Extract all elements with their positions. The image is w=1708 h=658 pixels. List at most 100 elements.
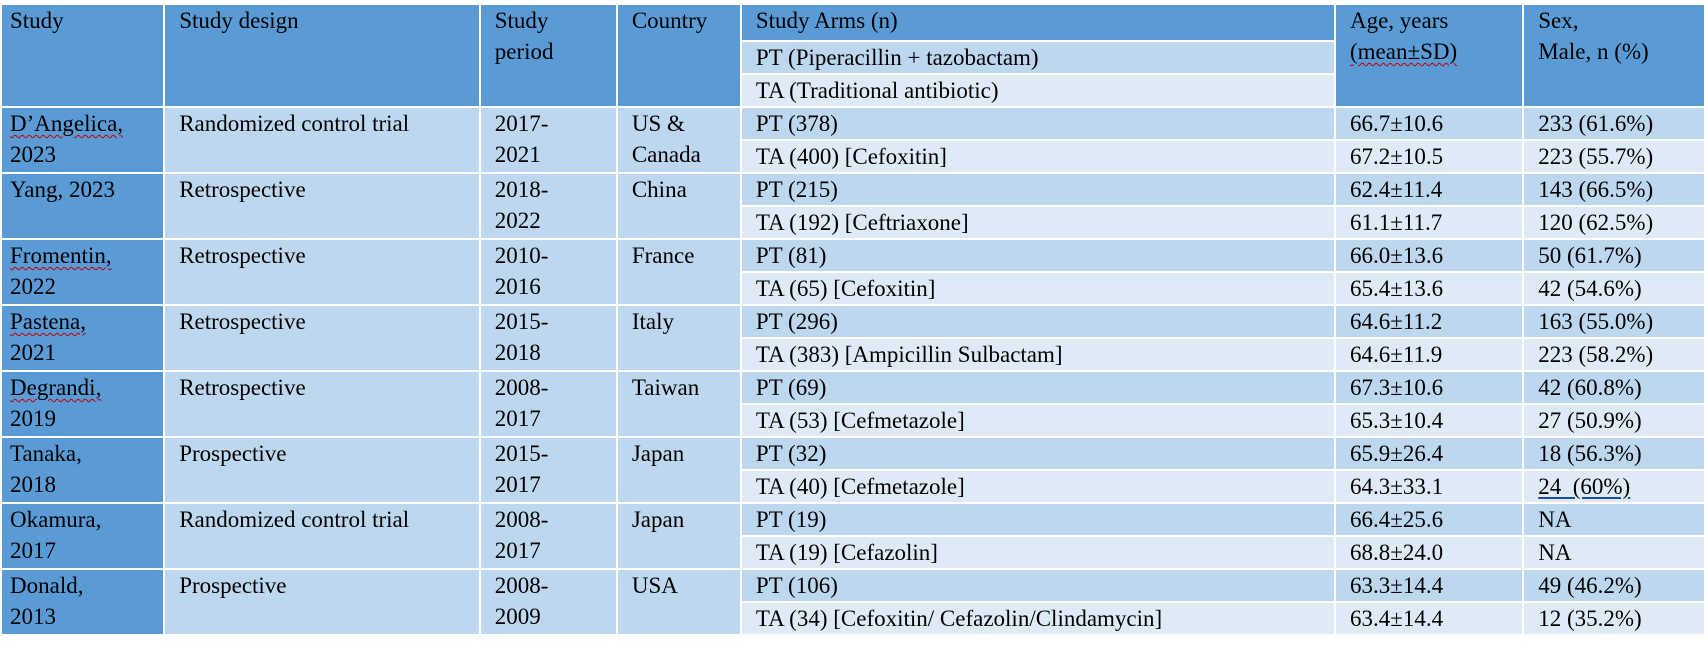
table-row: Yang, 2023 Retrospective 2018- 2022 China PT … xyxy=(0,172,1706,240)
cell-sex-pt: 163 (55.0%) xyxy=(1522,304,1706,339)
cell-arm-pt: PT (69) xyxy=(739,370,1336,405)
cell-arm-pt: PT (215) xyxy=(739,172,1336,207)
header-study-arms: Study Arms (n) xyxy=(739,3,1336,42)
table-container: Study Study design Study period Country S… xyxy=(0,3,1706,636)
cell-age-ta: 65.4±13.6 xyxy=(1333,271,1525,306)
cell-sex-pt: 143 (66.5%) xyxy=(1522,172,1706,207)
cell-age-ta: 67.2±10.5 xyxy=(1333,139,1525,174)
cell-study-design: Randomized control trial xyxy=(163,106,481,174)
table-row: Pastena, 2021 Retrospective 2015- 2018 Italy P… xyxy=(0,304,1706,372)
cell-study-period: 2010- 2016 xyxy=(478,238,618,306)
cell-arm-pt: PT (106) xyxy=(739,568,1336,603)
cell-arm-ta: TA (65) [Cefoxitin] xyxy=(739,271,1336,306)
cell-study-design: Retrospective xyxy=(163,238,481,306)
cell-country: US & Canada xyxy=(615,106,742,174)
cell-age-ta: 65.3±10.4 xyxy=(1333,403,1525,438)
table-body: D’Angelica, 2023 Randomized control trial 2… xyxy=(0,106,1706,636)
cell-study: Pastena, 2021 xyxy=(0,304,166,372)
cell-sex-ta: 24 (60%) xyxy=(1522,469,1706,504)
cell-study-period: 2008- 2017 xyxy=(478,370,618,438)
cell-arm-ta: TA (34) [Cefoxitin/ Cefazolin/Clindamyci… xyxy=(739,601,1336,636)
cell-arm-ta: TA (400) [Cefoxitin] xyxy=(739,139,1336,174)
cell-sex-pt: 42 (60.8%) xyxy=(1522,370,1706,405)
cell-study-design: Retrospective xyxy=(163,304,481,372)
cell-age-ta: 68.8±24.0 xyxy=(1333,535,1525,570)
cell-sex-ta: 223 (58.2%) xyxy=(1522,337,1706,372)
cell-sex-pt: 50 (61.7%) xyxy=(1522,238,1706,273)
header-study: Study xyxy=(0,3,166,108)
cell-country: France xyxy=(615,238,742,306)
header-sex: Sex, Male, n (%) xyxy=(1522,3,1706,108)
table-header: Study Study design Study period Country S… xyxy=(0,3,1706,108)
cell-study-period: 2015- 2017 xyxy=(478,436,618,504)
table-row: TA (53) [Cefmetazole] 65.3±10.4 27 (50.9%) xyxy=(1,403,1706,438)
cell-age-pt: 66.0±13.6 xyxy=(1333,238,1525,273)
cell-study: Degrandi, 2019 xyxy=(0,370,166,438)
cell-study-period: 2008- 2017 xyxy=(478,502,618,570)
cell-study-period: 2018- 2022 xyxy=(478,172,618,240)
header-arm-pt: PT (Piperacillin + tazobactam) xyxy=(739,40,1336,75)
cell-study: Tanaka, 2018 xyxy=(0,436,166,504)
header-study-design: Study design xyxy=(163,3,481,108)
cell-country: USA xyxy=(615,568,742,636)
cell-age-pt: 64.6±11.2 xyxy=(1333,304,1525,339)
cell-country: Japan xyxy=(615,436,742,504)
header-study-period: Study period xyxy=(478,3,618,108)
table-row: TA (400) [Cefoxitin] 67.2±10.5 223 (55.7%) xyxy=(1,139,1706,174)
cell-sex-ta: 12 (35.2%) xyxy=(1522,601,1706,636)
cell-arm-pt: PT (296) xyxy=(739,304,1336,339)
cell-arm-pt: PT (81) xyxy=(739,238,1336,273)
cell-age-pt: 66.7±10.6 xyxy=(1333,106,1525,141)
cell-study-period: 2008- 2009 xyxy=(478,568,618,636)
cell-arm-pt: PT (32) xyxy=(739,436,1336,471)
header-arm-ta: TA (Traditional antibiotic) xyxy=(739,73,1336,108)
cell-sex-pt: 18 (56.3%) xyxy=(1522,436,1706,471)
cell-study: Okamura, 2017 xyxy=(0,502,166,570)
cell-sex-pt: NA xyxy=(1522,502,1706,537)
cell-arm-ta: TA (53) [Cefmetazole] xyxy=(739,403,1336,438)
table-row: Degrandi, 2019 Retrospective 2008- 2017 Taiwa… xyxy=(0,370,1706,438)
study-characteristics-table: Study Study design Study period Country S… xyxy=(0,3,1706,636)
header-country: Country xyxy=(615,3,742,108)
table-row: D’Angelica, 2023 Randomized control trial 2… xyxy=(0,106,1706,174)
cell-country: Taiwan xyxy=(615,370,742,438)
cell-study: Fromentin, 2022 xyxy=(0,238,166,306)
table-row: Donald, 2013 Prospective 2008- 2009 USA PT (10… xyxy=(0,568,1706,636)
cell-age-pt: 66.4±25.6 xyxy=(1333,502,1525,537)
table-row: TA (65) [Cefoxitin] 65.4±13.6 42 (54.6%) xyxy=(1,271,1706,306)
table-row: TA (19) [Cefazolin] 68.8±24.0 NA xyxy=(1,535,1706,570)
cell-arm-pt: PT (378) xyxy=(739,106,1336,141)
cell-country: China xyxy=(615,172,742,240)
cell-sex-ta: 120 (62.5%) xyxy=(1522,205,1706,240)
cell-age-pt: 65.9±26.4 xyxy=(1333,436,1525,471)
table-row: TA (383) [Ampicillin Sulbactam] 64.6±11.9… xyxy=(1,337,1706,372)
cell-age-pt: 62.4±11.4 xyxy=(1333,172,1525,207)
cell-study-period: 2017- 2021 xyxy=(478,106,618,174)
cell-sex-ta: 223 (55.7%) xyxy=(1522,139,1706,174)
cell-country: Italy xyxy=(615,304,742,372)
cell-study-design: Prospective xyxy=(163,568,481,636)
table-row: TA (40) [Cefmetazole] 64.3±33.1 24 (60%) xyxy=(1,469,1706,504)
table-row: TA (34) [Cefoxitin/ Cefazolin/Clindamyci… xyxy=(1,601,1706,636)
cell-age-pt: 63.3±14.4 xyxy=(1333,568,1525,603)
cell-sex-ta: 42 (54.6%) xyxy=(1522,271,1706,306)
cell-study: Donald, 2013 xyxy=(0,568,166,636)
table-row: Fromentin, 2022 Retrospective 2010- 2016 Fran… xyxy=(0,238,1706,306)
header-age: Age, years (mean±SD) xyxy=(1333,3,1525,108)
cell-arm-ta: TA (40) [Cefmetazole] xyxy=(739,469,1336,504)
cell-study-design: Prospective xyxy=(163,436,481,504)
cell-study-design: Randomized control trial xyxy=(163,502,481,570)
cell-arm-pt: PT (19) xyxy=(739,502,1336,537)
cell-arm-ta: TA (383) [Ampicillin Sulbactam] xyxy=(739,337,1336,372)
cell-sex-pt: 233 (61.6%) xyxy=(1522,106,1706,141)
cell-sex-ta: 27 (50.9%) xyxy=(1522,403,1706,438)
cell-arm-ta: TA (19) [Cefazolin] xyxy=(739,535,1336,570)
table-row: TA (192) [Ceftriaxone] 61.1±11.7 120 (62.5… xyxy=(1,205,1706,240)
cell-age-ta: 63.4±14.4 xyxy=(1333,601,1525,636)
cell-study-period: 2015- 2018 xyxy=(478,304,618,372)
cell-study-design: Retrospective xyxy=(163,172,481,240)
cell-sex-pt: 49 (46.2%) xyxy=(1522,568,1706,603)
cell-arm-ta: TA (192) [Ceftriaxone] xyxy=(739,205,1336,240)
cell-age-ta: 64.3±33.1 xyxy=(1333,469,1525,504)
cell-age-ta: 64.6±11.9 xyxy=(1333,337,1525,372)
